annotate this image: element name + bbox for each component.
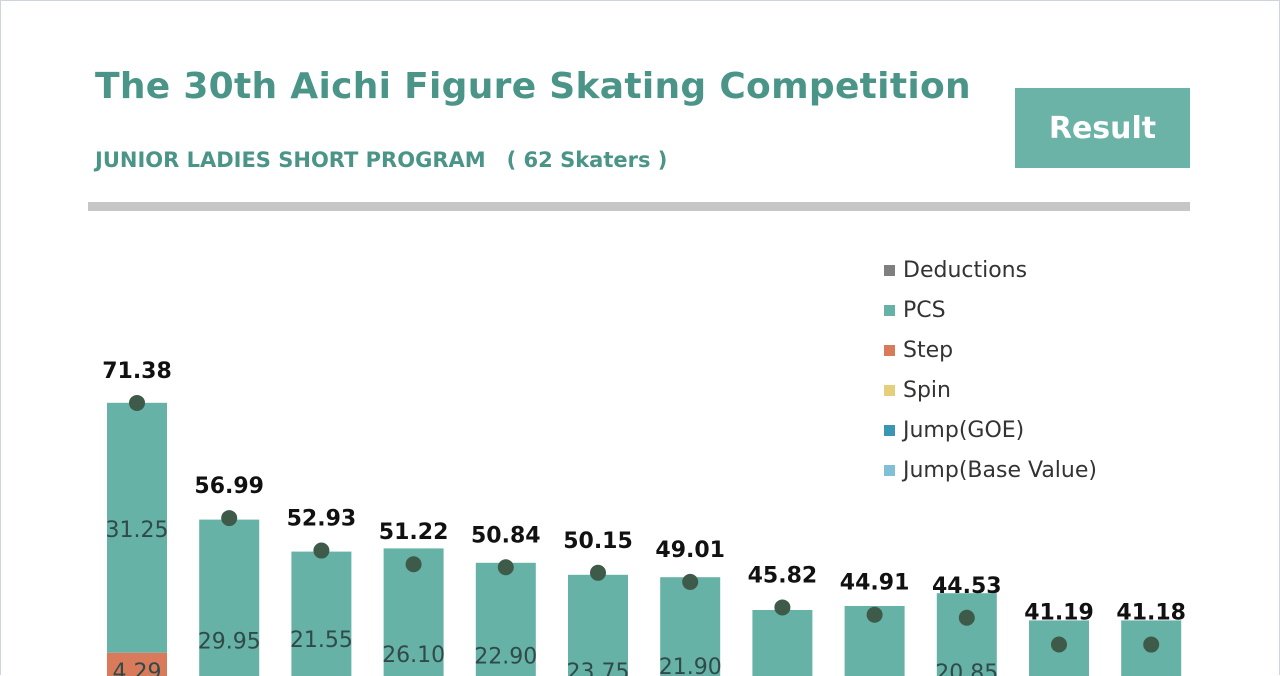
- total-marker: [590, 564, 606, 581]
- legend-step: Step: [884, 330, 1097, 370]
- total-label: 44.53: [932, 574, 1002, 599]
- legend-label: Jump(Base Value): [903, 457, 1097, 483]
- pcs-label: 31.25: [106, 518, 169, 543]
- total-marker: [682, 573, 699, 590]
- legend-swatch: [884, 304, 895, 316]
- total-marker: [774, 599, 791, 616]
- total-label: 41.18: [1116, 601, 1186, 626]
- result-button[interactable]: Result: [1015, 88, 1190, 168]
- legend-swatch: [884, 344, 895, 356]
- page-subtitle: JUNIOR LADIES SHORT PROGRAM ( 62 Skaters…: [95, 148, 668, 172]
- pcs-label: 29.95: [198, 629, 261, 654]
- divider: [88, 202, 1190, 211]
- legend-swatch: [884, 384, 895, 396]
- total-marker: [221, 510, 238, 527]
- total-label: 50.15: [563, 529, 633, 554]
- legend-label: Spin: [903, 377, 951, 403]
- total-label: 71.38: [102, 359, 172, 384]
- total-marker: [129, 394, 145, 411]
- pcs-bar: [752, 610, 813, 676]
- total-marker: [1051, 636, 1067, 653]
- legend-swatch: [884, 464, 895, 476]
- pcs-bar: [199, 519, 260, 676]
- pcs-bar: [107, 402, 167, 653]
- step-label: 4.29: [113, 660, 162, 676]
- pcs-bar: [936, 593, 997, 676]
- total-label: 49.01: [655, 538, 725, 563]
- pcs-bar: [291, 551, 352, 676]
- total-label: 50.84: [471, 523, 541, 548]
- legend-label: Jump(GOE): [903, 417, 1025, 443]
- pcs-label: 20.85: [935, 661, 998, 676]
- total-marker: [497, 559, 514, 576]
- pcs-label: 23.75: [567, 660, 630, 676]
- total-label: 44.91: [840, 571, 910, 596]
- pcs-label: 26.10: [382, 643, 445, 668]
- pcs-label: 21.90: [659, 655, 722, 676]
- legend-jump-goe: Jump(GOE): [884, 410, 1097, 450]
- legend-spin: Spin: [884, 370, 1097, 410]
- pcs-bar: [568, 574, 628, 676]
- pcs-bar: [475, 562, 536, 676]
- legend-label: Deductions: [903, 257, 1028, 283]
- legend-swatch: [884, 424, 895, 436]
- total-marker: [958, 609, 975, 626]
- pcs-label: 21.55: [290, 628, 353, 653]
- total-label: 51.22: [379, 520, 449, 545]
- page-title: The 30th Aichi Figure Skating Competitio…: [95, 66, 971, 107]
- legend-jump-base: Jump(Base Value): [884, 450, 1097, 490]
- total-label: 52.93: [287, 507, 357, 532]
- total-marker: [1143, 636, 1160, 653]
- legend-pcs: PCS: [884, 290, 1097, 330]
- total-label: 45.82: [748, 563, 818, 588]
- legend-deductions: Deductions: [884, 250, 1097, 290]
- total-label: 41.19: [1024, 600, 1094, 625]
- total-marker: [405, 556, 422, 573]
- legend-label: PCS: [903, 297, 946, 323]
- pcs-bar: [660, 577, 721, 676]
- total-marker: [313, 542, 330, 559]
- pcs-label: 22.90: [474, 644, 537, 669]
- step-bar: [107, 652, 167, 676]
- legend-label: Step: [903, 337, 954, 363]
- total-label: 56.99: [194, 474, 264, 499]
- chart-legend: Deductions PCS Step Spin Jump(GOE) Jump(…: [884, 250, 1097, 490]
- total-marker: [866, 606, 883, 623]
- legend-swatch: [884, 264, 895, 276]
